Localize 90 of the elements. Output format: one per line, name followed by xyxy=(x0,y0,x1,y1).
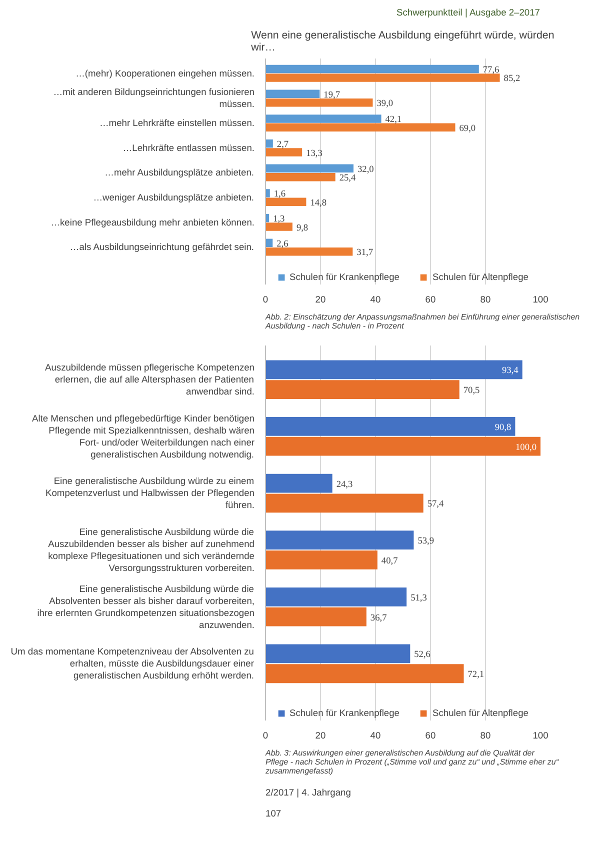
caption: Abb. 2: Einschätzung der Anpassungsmaßnahmen bei Einführung einer generalistischen Ausbildung - nach Schulen - in Prozent xyxy=(264,312,580,330)
bar xyxy=(266,198,306,206)
bar xyxy=(266,164,354,173)
x-tick-label: 20 xyxy=(315,730,326,740)
data-label: 40,7 xyxy=(381,556,398,566)
bar xyxy=(266,664,464,684)
x-tick-label: 100 xyxy=(532,730,548,740)
bar xyxy=(266,139,273,148)
y-tick-label: …Lehrkräfte entlassen müssen. xyxy=(122,142,255,153)
x-tick-label: 60 xyxy=(425,294,436,304)
data-label: 9,8 xyxy=(296,223,308,234)
bar xyxy=(266,587,407,606)
data-label: 1,6 xyxy=(274,190,286,200)
data-label: 90,8 xyxy=(494,422,512,433)
data-label: 1,3 xyxy=(273,214,286,225)
data-label: 32,0 xyxy=(358,164,374,175)
bar xyxy=(266,360,522,380)
bar xyxy=(266,550,378,570)
x-tick-label: 60 xyxy=(425,730,436,740)
data-label: 13,3 xyxy=(306,148,323,159)
y-tick-label: Um das momentane Kompetenzniveau der Absolventen zu erhalten, müsste die Ausbildungsdauer einer generalistischen Ausbildung erhöht werden. xyxy=(10,646,254,681)
bar xyxy=(266,172,336,182)
chart-title: Wenn eine generalistische Ausbildung eingeführt würde, würden wir… xyxy=(250,30,554,54)
x-tick-label: 0 xyxy=(262,294,268,304)
bar xyxy=(266,474,332,493)
bar xyxy=(266,114,382,123)
x-tick-label: 80 xyxy=(480,730,491,740)
y-tick-label: …mehr Ausbildungsplätze anbieten. xyxy=(104,168,254,178)
text: Schwerpunktteil | Ausgabe 2–2017 xyxy=(396,8,540,18)
bar xyxy=(266,90,320,98)
data-label: 51,3 xyxy=(410,593,428,604)
x-tick-label: 80 xyxy=(480,294,491,304)
data-label: 53,9 xyxy=(418,536,434,547)
data-label: 39,0 xyxy=(376,99,394,110)
legend-label: Schulen für Krankenpflege xyxy=(290,708,400,718)
data-label: 72,1 xyxy=(468,670,484,680)
data-label: 42,1 xyxy=(385,115,402,126)
bar xyxy=(266,380,460,399)
bar xyxy=(266,189,270,198)
x-tick-label: 100 xyxy=(532,294,548,304)
data-label: 57,4 xyxy=(427,500,444,510)
y-tick-label: …keine Pflegeausbildung mehr anbieten können. xyxy=(50,217,255,228)
bar xyxy=(266,74,500,82)
bar xyxy=(266,494,424,513)
data-label: 2,6 xyxy=(276,239,289,250)
data-label: 19,7 xyxy=(324,90,340,100)
y-tick-label: Alte Menschen und pflegebedürftige Kinder benötigen Pflegende mit Spezialkenntnissen, deshalb wären Fort- und/oder Weiterbildungen nach einer generalistischen Ausbildung notwendig. xyxy=(32,413,255,460)
bar xyxy=(266,417,516,436)
x-tick-label: 20 xyxy=(315,294,326,304)
data-label: 85,2 xyxy=(504,74,520,84)
y-tick-label: Auszubildende müssen pflegerische Kompetenzen erlernen, die auf alle Altersphasen der Patienten anwendbar sind. xyxy=(45,362,255,397)
data-label: 36,7 xyxy=(370,613,388,624)
bar xyxy=(266,644,410,664)
data-label: 24,3 xyxy=(336,480,353,490)
bar xyxy=(266,436,540,456)
y-tick-label: …mehr Lehrkräfte einstellen müssen. xyxy=(99,118,255,128)
y-tick-label: Eine generalistische Ausbildung würde die Absolventen besser als bisher darauf vorbereiten, ihre erlernten Grundkompetenzen situationsbezogen anzuwenden. xyxy=(37,584,255,630)
y-tick-label: …mit anderen Bildungseinrichtungen fusionieren müssen. xyxy=(53,87,255,110)
bar xyxy=(266,247,353,256)
y-tick-label: …weniger Ausbildungsplätze anbieten. xyxy=(93,192,254,203)
data-label: 14,8 xyxy=(310,198,327,208)
bar xyxy=(266,222,292,231)
y-tick-label: …als Ausbildungseinrichtung gefährdet sein. xyxy=(70,242,254,252)
bar xyxy=(266,98,373,107)
bar xyxy=(266,148,302,156)
legend-label: Schulen für Altenpflege xyxy=(432,272,528,282)
data-label: 69,0 xyxy=(459,124,476,134)
bar xyxy=(266,607,366,626)
x-tick-label: 40 xyxy=(370,294,381,304)
legend-label: Schulen für Altenpflege xyxy=(432,708,528,718)
data-label: 100,0 xyxy=(516,442,537,453)
data-label: 25,4 xyxy=(339,174,356,184)
caption: Abb. 3: Auswirkungen einer generalistischen Ausbildung auf die Qualität der Pflege - nach Schulen in Prozent („Stimme voll und ganz zu“ und „Stimme eher zu“ zusammengefasst) xyxy=(264,748,559,776)
data-label: 31,7 xyxy=(356,248,374,258)
x-tick-label: 40 xyxy=(370,730,381,740)
data-label: 2,7 xyxy=(276,140,289,150)
legend-label: Schulen für Krankenpflege xyxy=(290,272,400,282)
y-tick-label: Eine generalistische Ausbildung würde die Auszubildenden besser als bisher auf zunehmend komplexe Pflegesituationen und sich verändernde Versorgungsstrukturen vorbereiten. xyxy=(48,527,254,574)
bar xyxy=(266,64,479,74)
x-tick-label: 0 xyxy=(262,730,268,740)
y-tick-label: …(mehr) Kooperationen eingehen müssen. xyxy=(76,68,255,78)
data-label: 93,4 xyxy=(502,366,519,376)
bar xyxy=(266,530,414,550)
y-tick-label: Eine generalistische Ausbildung würde zu einem Kompetenzverlust und Halbwissen der Pflegenden führen. xyxy=(46,476,255,510)
data-label: 77,6 xyxy=(482,66,500,76)
data-label: 70,5 xyxy=(463,386,480,396)
bar xyxy=(266,123,456,132)
text: 107 xyxy=(266,808,282,818)
data-label: 52,6 xyxy=(414,650,431,660)
text: 2/2017 | 4. Jahrgang xyxy=(266,788,351,798)
